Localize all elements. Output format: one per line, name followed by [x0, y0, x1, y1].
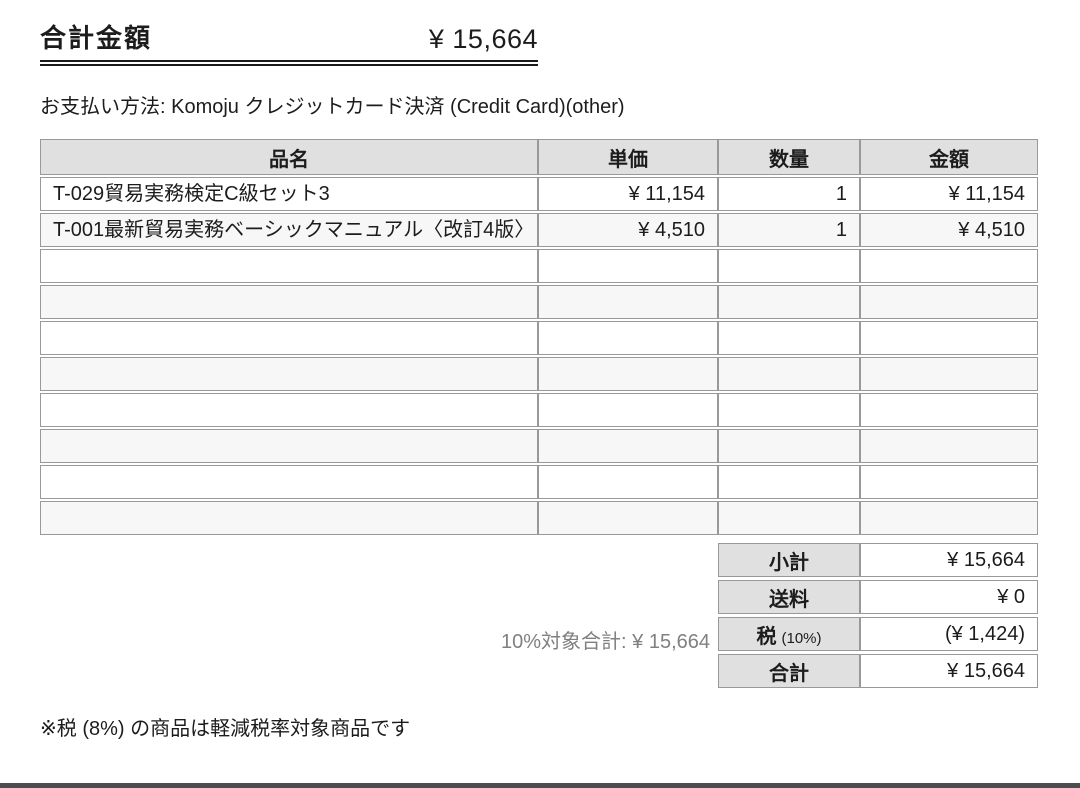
item-name: T-001最新貿易実務ベーシックマニュアル〈改訂4版〉: [40, 213, 538, 247]
item-row: T-001最新貿易実務ベーシックマニュアル〈改訂4版〉 ¥ 4,510 1 ¥ …: [40, 213, 1038, 247]
empty-cell: [860, 465, 1038, 499]
empty-cell: [718, 357, 860, 391]
empty-cell: [718, 393, 860, 427]
empty-cell: [538, 429, 718, 463]
summary-table: 小計 ¥ 15,664 送料 ¥ 0 税 (10%) (¥ 1,424) 合計 ¥…: [718, 540, 1038, 691]
bottom-rule: [0, 783, 1080, 788]
empty-cell: [860, 429, 1038, 463]
empty-cell: [538, 321, 718, 355]
grand-total-value: ¥ 15,664: [860, 654, 1038, 688]
column-header-unit-price: 単価: [538, 139, 718, 175]
total-amount-value: ¥ 15,664: [428, 24, 538, 54]
total-amount-header: 合計金額 ¥ 15,664: [40, 18, 538, 66]
empty-row: [40, 429, 1038, 463]
shipping-value: ¥ 0: [860, 580, 1038, 614]
payment-method-line: お支払い方法: Komoju クレジットカード決済 (Credit Card)(…: [40, 96, 625, 118]
item-amount: ¥ 4,510: [860, 213, 1038, 247]
column-header-amount: 金額: [860, 139, 1038, 175]
subtotal-value: ¥ 15,664: [860, 543, 1038, 577]
empty-cell: [40, 393, 538, 427]
subtotal-label: 小計: [769, 551, 809, 574]
tax-target-note: 10%対象合計: ¥ 15,664: [501, 631, 710, 653]
empty-cell: [860, 357, 1038, 391]
item-unit-price: ¥ 11,154: [538, 177, 718, 211]
empty-cell: [40, 501, 538, 535]
empty-cell: [40, 321, 538, 355]
empty-cell: [718, 429, 860, 463]
empty-cell: [40, 357, 538, 391]
empty-cell: [40, 429, 538, 463]
item-row: T-029貿易実務検定C級セット3 ¥ 11,154 1 ¥ 11,154: [40, 177, 1038, 211]
empty-cell: [538, 393, 718, 427]
item-unit-price: ¥ 4,510: [538, 213, 718, 247]
reduced-tax-footnote: ※税 (8%) の商品は軽減税率対象商品です: [40, 718, 411, 740]
empty-cell: [538, 285, 718, 319]
empty-cell: [718, 321, 860, 355]
total-amount-label: 合計金額: [40, 23, 153, 53]
empty-cell: [718, 249, 860, 283]
shipping-label: 送料: [769, 588, 809, 611]
receipt-page: 合計金額 ¥ 15,664 お支払い方法: Komoju クレジットカード決済 …: [40, 18, 1038, 740]
empty-cell: [718, 501, 860, 535]
empty-row: [40, 357, 1038, 391]
tax-label: 税: [756, 625, 777, 648]
grand-total-label: 合計: [769, 662, 809, 685]
items-table-header-row: 品名 単価 数量 金額: [40, 139, 1038, 175]
empty-cell: [718, 465, 860, 499]
item-amount: ¥ 11,154: [860, 177, 1038, 211]
item-quantity: 1: [718, 213, 860, 247]
empty-row: [40, 501, 1038, 535]
summary-row-total: 合計 ¥ 15,664: [718, 654, 1038, 688]
summary-row-tax: 税 (10%) (¥ 1,424): [718, 617, 1038, 651]
empty-cell: [860, 501, 1038, 535]
empty-cell: [40, 465, 538, 499]
summary-section: 10%対象合計: ¥ 15,664 小計 ¥ 15,664 送料 ¥ 0 税 (1…: [40, 540, 1038, 698]
column-header-quantity: 数量: [718, 139, 860, 175]
items-table: 品名 単価 数量 金額 T-029貿易実務検定C級セット3 ¥ 11,154 1…: [40, 137, 1038, 537]
empty-cell: [538, 357, 718, 391]
empty-cell: [538, 465, 718, 499]
empty-cell: [40, 249, 538, 283]
empty-cell: [40, 285, 538, 319]
empty-cell: [538, 249, 718, 283]
summary-row-shipping: 送料 ¥ 0: [718, 580, 1038, 614]
tax-value: (¥ 1,424): [860, 617, 1038, 651]
empty-cell: [860, 285, 1038, 319]
empty-row: [40, 249, 1038, 283]
empty-cell: [860, 321, 1038, 355]
empty-row: [40, 285, 1038, 319]
empty-cell: [860, 393, 1038, 427]
item-quantity: 1: [718, 177, 860, 211]
summary-row-subtotal: 小計 ¥ 15,664: [718, 543, 1038, 577]
empty-cell: [718, 285, 860, 319]
empty-row: [40, 321, 1038, 355]
empty-row: [40, 465, 1038, 499]
empty-cell: [860, 249, 1038, 283]
item-name: T-029貿易実務検定C級セット3: [40, 177, 538, 211]
column-header-item-name: 品名: [40, 139, 538, 175]
tax-rate-suffix: (10%): [781, 629, 822, 647]
empty-cell: [538, 501, 718, 535]
empty-row: [40, 393, 1038, 427]
